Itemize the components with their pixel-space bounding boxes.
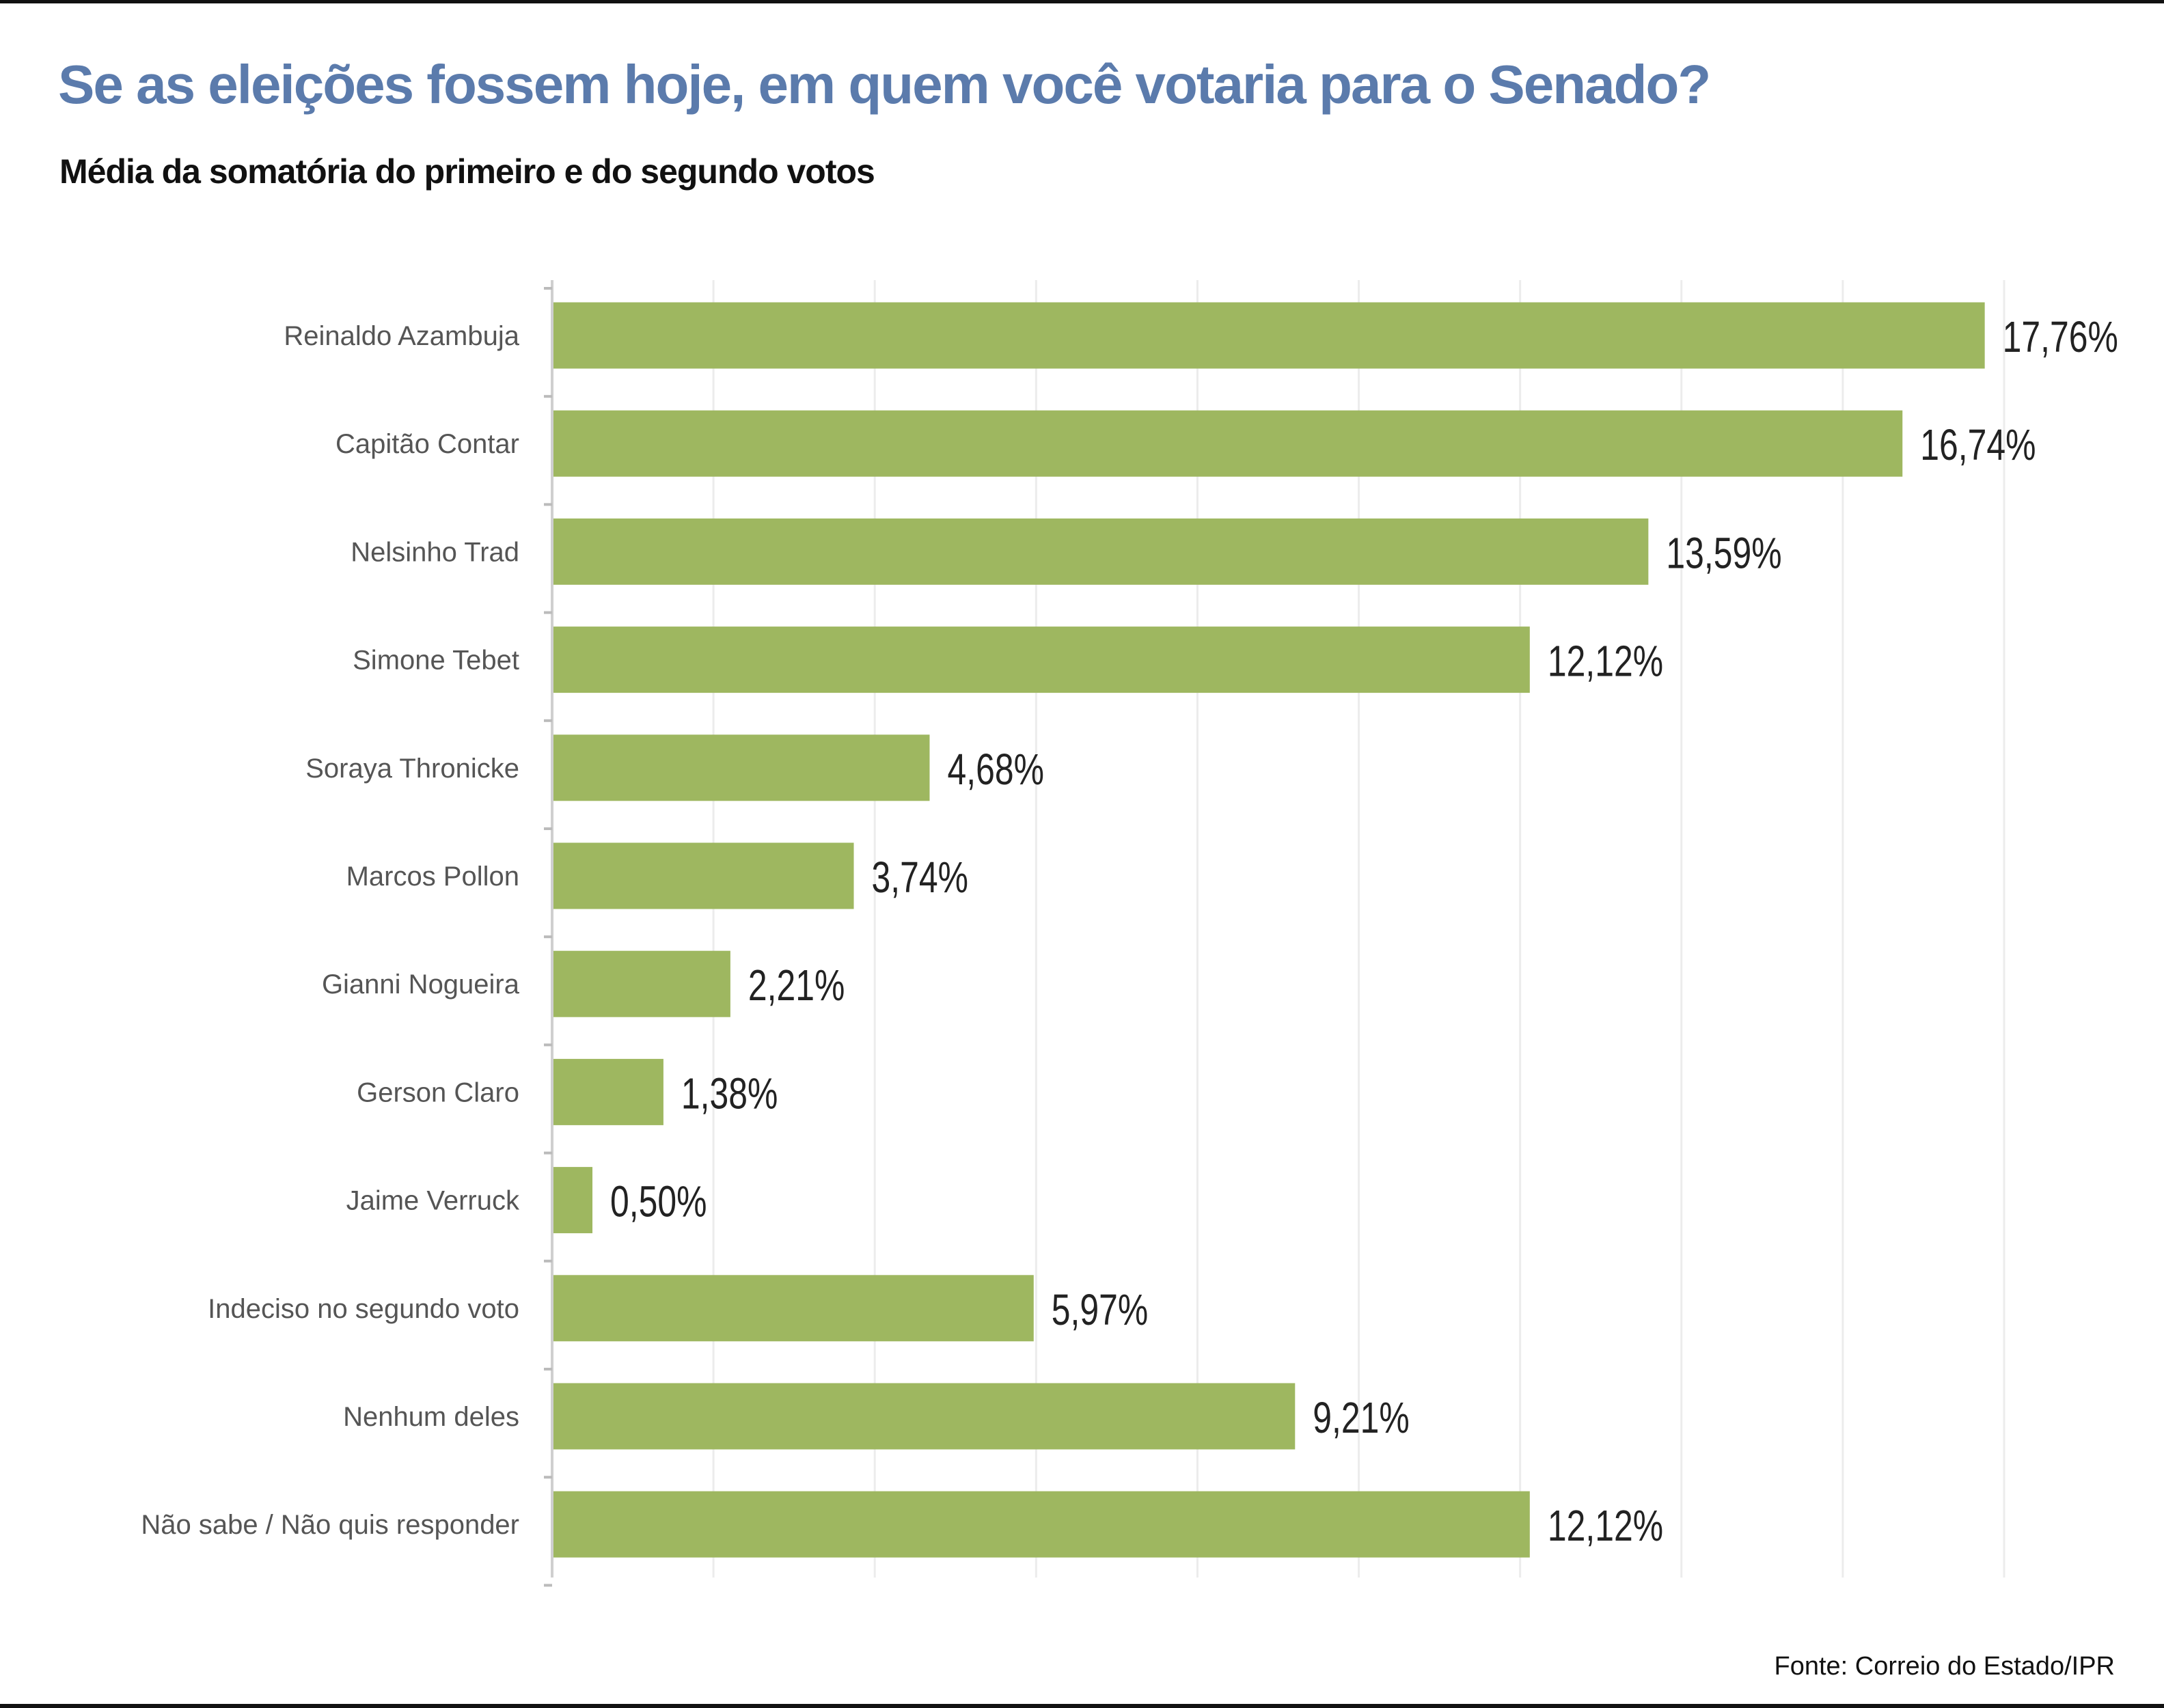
bar [553,626,1530,693]
bar [553,1491,1530,1558]
data-label: 13,59% [1666,529,1781,578]
category-label: Nelsinho Trad [351,537,519,567]
category-label: Nenhum deles [343,1402,519,1432]
data-label: 9,21% [1313,1394,1410,1442]
source-note: Fonte: Correio do Estado/IPR [1774,1652,2115,1681]
category-label: Simone Tebet [353,646,519,676]
category-label: Capitão Contar [335,429,519,459]
category-label: Indeciso no segundo voto [208,1294,519,1324]
bottom-border [0,1704,2164,1708]
category-label: Marcos Pollon [346,862,519,892]
data-label: 12,12% [1548,637,1663,686]
data-label: 3,74% [872,853,969,902]
category-label: Gerson Claro [357,1077,519,1107]
bar [553,1383,1296,1450]
bar [553,518,1649,585]
bar [553,950,730,1017]
category-label: Jaime Verruck [346,1186,520,1216]
data-label: 17,76% [2003,313,2118,361]
category-label: Soraya Thronicke [305,754,519,784]
bar [553,734,930,801]
bar [553,410,1903,477]
data-label: 12,12% [1548,1502,1663,1550]
bar [553,842,854,909]
bar [553,302,1985,369]
category-label: Não sabe / Não quis responder [141,1510,519,1540]
data-label: 4,68% [948,745,1045,794]
data-label: 0,50% [610,1178,707,1226]
top-border [0,0,2164,3]
chart-subtitle: Média da somatória do primeiro e do segu… [59,152,875,191]
data-label: 5,97% [1052,1286,1149,1334]
data-label: 2,21% [748,961,845,1010]
category-label: Gianni Nogueira [322,969,520,1000]
data-label: 16,74% [1920,421,2036,469]
bar [553,1275,1034,1342]
data-label: 1,38% [681,1070,778,1118]
bar [553,1167,593,1234]
bar [553,1058,663,1125]
chart-title: Se as eleições fossem hoje, em quem você… [58,54,1711,115]
category-label: Reinaldo Azambuja [284,321,519,351]
